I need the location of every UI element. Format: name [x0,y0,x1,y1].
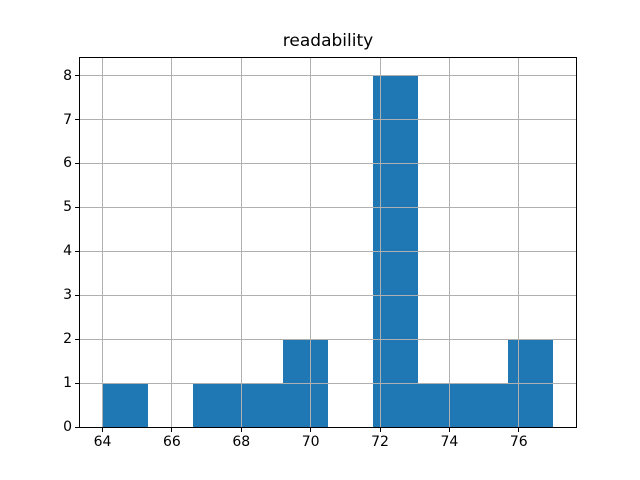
x-tick-label: 70 [301,434,320,450]
plot-area [79,57,577,428]
vertical-gridline [102,58,104,427]
horizontal-gridline [80,294,576,296]
y-tick-label: 8 [63,67,72,84]
grid-layer [80,58,576,427]
y-tick-mark [75,338,79,340]
vertical-gridline [171,58,173,427]
y-tick-mark [75,75,79,77]
chart-title: readability [282,31,374,51]
x-tick-mark [310,428,312,432]
horizontal-gridline [80,206,576,208]
horizontal-gridline [80,250,576,252]
horizontal-gridline [80,75,576,77]
y-tick-mark [75,206,79,208]
y-tick-mark [75,119,79,120]
x-tick-mark [171,428,173,432]
x-tick-label: 72 [371,434,389,450]
histogram-bar [237,383,283,427]
horizontal-gridline [80,162,576,164]
x-tick-mark [518,428,520,432]
vertical-gridline [240,58,242,427]
y-tick-label: 0 [63,419,72,435]
x-tick-label: 66 [162,434,181,450]
horizontal-gridline [80,382,576,384]
histogram-bar [192,383,238,427]
horizontal-gridline [80,119,576,120]
x-tick-mark [379,428,381,432]
y-tick-mark [75,382,79,384]
x-tick-mark [240,428,242,432]
y-tick-label: 7 [63,111,72,128]
y-tick-mark [75,294,79,296]
x-tick-label: 68 [232,434,251,450]
x-tick-label: 64 [93,434,112,450]
x-tick-label: 76 [509,434,528,450]
vertical-gridline [518,58,520,427]
histogram-bar [463,383,509,427]
y-tick-label: 5 [63,199,72,216]
vertical-gridline [379,58,381,427]
y-tick-label: 1 [63,375,72,392]
y-tick-label: 2 [63,331,72,348]
x-tick-mark [448,428,450,432]
x-tick-label: 74 [440,434,459,450]
vertical-gridline [310,58,312,427]
horizontal-gridline [80,338,576,340]
histogram-bar [418,383,464,427]
vertical-gridline [448,58,450,427]
y-tick-mark [75,250,79,252]
x-tick-mark [102,428,104,432]
y-tick-mark [75,162,79,164]
y-tick-label: 6 [63,155,72,172]
y-tick-mark [75,426,79,428]
y-tick-label: 3 [63,287,72,304]
histogram-bar [102,383,148,427]
y-tick-label: 4 [63,243,72,260]
